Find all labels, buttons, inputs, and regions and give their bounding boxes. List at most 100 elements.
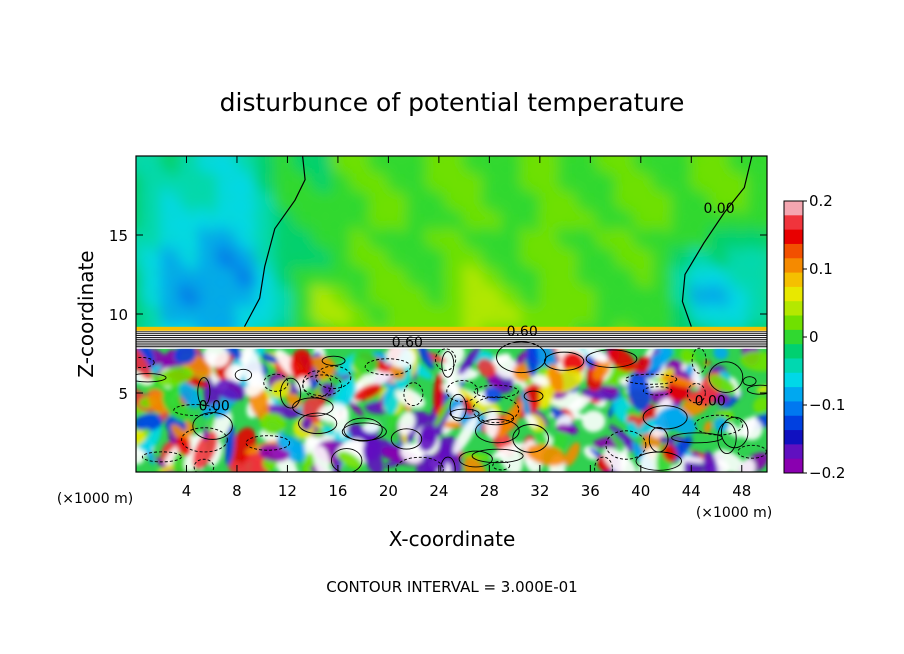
inversion-top-edge	[136, 326, 767, 331]
lower-field-cell	[175, 436, 192, 456]
lower-field-cell	[535, 430, 548, 447]
lower-contour	[746, 384, 767, 395]
x-tick-label: 24	[429, 482, 448, 500]
lower-field-cell	[353, 383, 382, 402]
colorbar-segment	[784, 201, 803, 216]
lower-field-cell	[526, 444, 567, 466]
lower-contour	[642, 386, 673, 396]
lower-field-cell	[423, 445, 449, 472]
lower-field-cell	[136, 345, 152, 380]
x-tick-label: 40	[631, 482, 650, 500]
x-tick-label: 28	[480, 482, 499, 500]
chart-title: disturbunce of potential temperature	[220, 88, 685, 117]
x-tick-label: 36	[581, 482, 600, 500]
lower-field-cell	[385, 345, 416, 368]
x-axis-title: X-coordinate	[389, 527, 516, 551]
lower-field-cell	[203, 344, 230, 368]
lower-field-cell	[592, 359, 611, 381]
lower-contour	[742, 376, 757, 387]
lower-contour	[181, 427, 228, 453]
lower-contour	[472, 396, 520, 424]
x-tick-label: 4	[182, 482, 192, 500]
upper-layer-field	[136, 156, 767, 345]
x-axis-ticks: 4 8 12 16 20 24 28 32 36 40 44 48	[182, 156, 751, 500]
lower-contour	[302, 374, 343, 397]
lower-contour	[642, 405, 688, 430]
lower-contour	[280, 377, 302, 409]
lower-field-cell	[332, 378, 357, 409]
lower-contour	[605, 430, 647, 460]
colorbar	[783, 200, 804, 474]
y-tick-label: 5	[118, 385, 128, 403]
lower-field-cell	[285, 391, 304, 412]
lower-field-cell	[363, 441, 384, 472]
lower-field-cell	[302, 452, 315, 472]
colorbar-segment	[784, 286, 803, 302]
lower-field-cell	[626, 421, 640, 438]
upper-field-cell	[745, 156, 767, 175]
lower-contour	[512, 424, 549, 453]
lower-field-cell	[645, 347, 674, 372]
zero-contour-left	[243, 156, 306, 327]
lower-contour	[395, 456, 444, 472]
colorbar-segment	[784, 301, 803, 316]
colorbar-tick-label: −0.2	[809, 464, 845, 482]
lower-contour	[708, 361, 744, 393]
lower-field-cell	[555, 424, 579, 434]
lower-field-cell	[337, 450, 362, 470]
lower-field-cell	[638, 446, 662, 472]
lower-field-cell	[634, 355, 651, 376]
lower-field-cell	[136, 429, 146, 445]
lower-contour	[473, 384, 519, 398]
lower-field-cell	[157, 366, 193, 387]
colorbar-segment	[784, 215, 803, 231]
lower-contour	[446, 380, 479, 403]
lower-field-cell	[433, 395, 454, 428]
lower-contour	[475, 418, 520, 444]
colorbar-segment	[784, 430, 803, 445]
lower-field-cell	[320, 382, 336, 398]
contour-label: 0.00	[695, 394, 726, 410]
lower-field-cell	[654, 406, 686, 432]
lower-field-cell	[531, 374, 549, 387]
lower-contour	[330, 448, 363, 472]
lower-field-cell	[477, 358, 497, 378]
lower-contour	[315, 365, 352, 389]
colorbar-tick-label: 0.1	[809, 260, 833, 278]
colorbar-segment	[784, 344, 803, 359]
colorbar-tick-label: −0.1	[809, 396, 845, 414]
lower-field-cell	[581, 389, 618, 401]
lower-field-cell	[713, 449, 746, 472]
lower-field-cell	[730, 377, 741, 398]
lower-contour	[449, 408, 480, 419]
colorbar-ticks: 0.2 0.1 0 −0.1 −0.2	[803, 192, 845, 482]
contour-label: 0.60	[392, 335, 423, 351]
lower-field-cell	[485, 409, 499, 439]
lower-contour	[648, 426, 669, 453]
x-tick-label: 16	[328, 482, 347, 500]
contour-labels: 0.00 0.60 0.60 0.00 0.00	[199, 201, 735, 415]
x-tick-label: 44	[682, 482, 701, 500]
lower-field-cell	[207, 411, 216, 433]
lower-contour	[458, 450, 493, 468]
lower-field-cell	[241, 453, 263, 472]
lower-contour	[585, 349, 638, 368]
lower-field-cell	[260, 412, 286, 435]
lower-field-cell	[387, 408, 400, 450]
lower-contour	[449, 393, 467, 422]
lower-contour	[694, 414, 744, 436]
lower-field-cell	[624, 436, 633, 453]
lower-field-cell	[627, 371, 651, 412]
lower-field-cell	[564, 442, 580, 467]
lower-field-cell	[290, 348, 313, 382]
contour-label: 0.00	[703, 201, 734, 217]
lower-field-cell	[703, 420, 712, 434]
lower-field-cell	[276, 435, 305, 454]
lower-contour	[686, 383, 706, 404]
lower-contour	[321, 355, 346, 366]
colorbar-segment	[784, 415, 803, 431]
lower-contour	[440, 456, 456, 472]
lower-field-cell	[547, 363, 564, 394]
contour-label: 0.60	[507, 324, 538, 340]
